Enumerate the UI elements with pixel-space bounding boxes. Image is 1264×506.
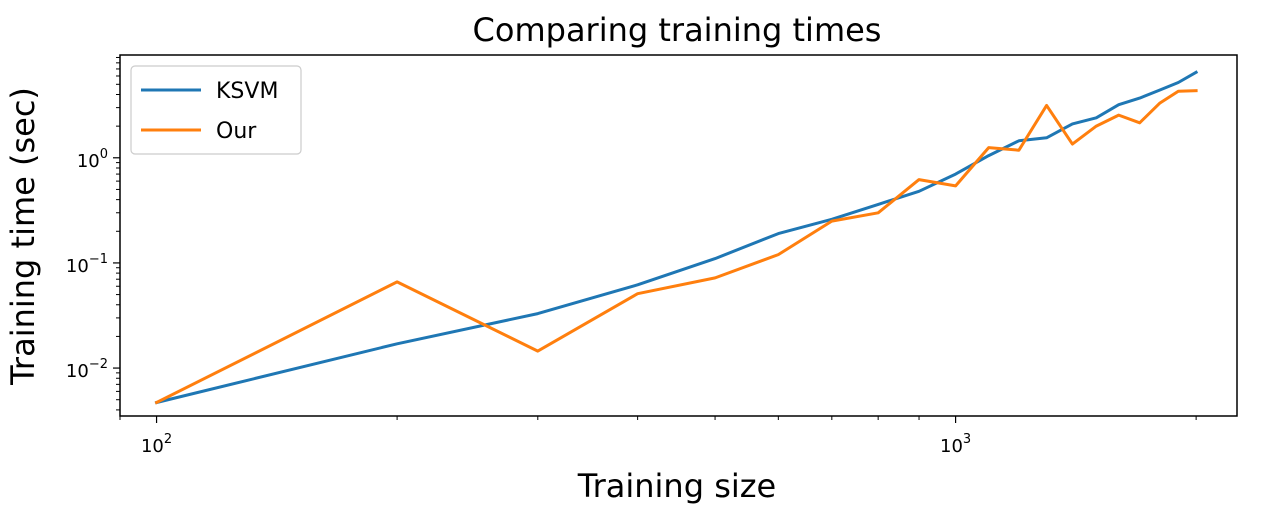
x-tick-base: 10 <box>940 436 963 457</box>
y-tick-label: 10−2 <box>66 357 108 382</box>
y-tick-label: 10−1 <box>66 252 108 277</box>
x-axis-label: Training size <box>577 467 776 505</box>
y-tick-exponent: −1 <box>89 252 108 267</box>
x-axis-ticks: 102 103 <box>119 416 1197 457</box>
legend-label-ksvm: KSVM <box>216 79 278 104</box>
y-tick-exponent: −2 <box>89 357 108 372</box>
y-tick-label: 100 <box>77 147 108 172</box>
x-tick-label: 102 <box>141 432 172 457</box>
y-tick-base: 10 <box>66 256 89 277</box>
y-tick-base: 10 <box>77 151 100 172</box>
series-lines <box>154 70 1199 405</box>
y-axis-label: Training time (sec) <box>4 87 42 386</box>
y-tick-base: 10 <box>66 361 89 382</box>
x-tick-exponent: 3 <box>963 432 971 447</box>
legend-box <box>130 65 302 155</box>
x-tick-base: 10 <box>141 436 164 457</box>
legend: KSVM Our <box>130 65 302 155</box>
y-tick-exponent: 0 <box>100 147 108 162</box>
x-tick-label: 103 <box>940 432 971 457</box>
x-tick-exponent: 2 <box>164 432 172 447</box>
chart-title: Comparing training times <box>473 11 882 49</box>
plot-area <box>119 54 1238 417</box>
legend-label-our: Our <box>216 119 257 144</box>
series-line-our <box>154 89 1198 405</box>
